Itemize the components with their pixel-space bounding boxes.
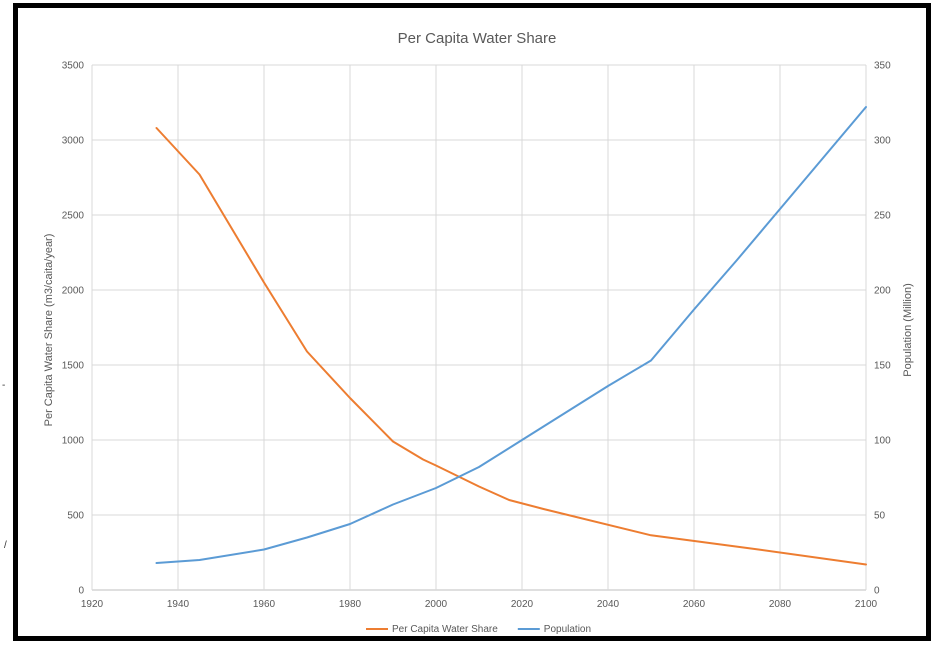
x-tick-label: 2080 (769, 599, 792, 610)
legend: Per Capita Water Share Population (366, 624, 591, 635)
series-lines (155, 106, 867, 566)
y-tick-label: 500 (67, 511, 84, 522)
chart-frame: Per Capita Water Share 0 500 1000 1500 2000 2… (13, 3, 931, 641)
y-tick-label: 3500 (62, 61, 85, 72)
y-tick-label: 0 (78, 586, 84, 597)
gridlines (91, 64, 867, 591)
y-axis-title: Per Capita Water Share (m3/caita/year) (43, 234, 55, 427)
y2-tick-label: 350 (874, 61, 891, 72)
y2-tick-label: 100 (874, 436, 891, 447)
y2-tick-label: 300 (874, 136, 891, 147)
x-tick-label: 1980 (339, 599, 362, 610)
y-tick-label: 1500 (62, 361, 85, 372)
x-tick-label: 1940 (167, 599, 190, 610)
y-tick-label: 2000 (62, 286, 85, 297)
x-tick-label: 2040 (597, 599, 620, 610)
side-mark-2: / (4, 540, 7, 551)
series-line-population (155, 106, 867, 564)
y-tick-label: 3000 (62, 136, 85, 147)
y2-tick-label: 0 (874, 586, 880, 597)
x-tick-label: 1920 (81, 599, 104, 610)
y2-tick-label: 150 (874, 361, 891, 372)
series-line-per-capita-water-share (155, 127, 867, 566)
x-tick-label: 2100 (855, 599, 878, 610)
y2-tick-label: 50 (874, 511, 886, 522)
y-tick-label: 2500 (62, 211, 85, 222)
y-tick-label: 1000 (62, 436, 85, 447)
x-tick-label: 2060 (683, 599, 706, 610)
side-mark-1: - (2, 380, 6, 391)
chart-area: Per Capita Water Share 05001000150020002… (43, 30, 914, 635)
y2-axis-title: Population (Million) (902, 283, 914, 377)
y2-tick-label: 200 (874, 286, 891, 297)
x-tick-label: 2020 (511, 599, 534, 610)
legend-label-per-capita-water-share: Per Capita Water Share (392, 624, 498, 635)
legend-label-population: Population (544, 624, 591, 635)
axes: 0 500 1000 1500 2000 2500 3000 3500 0 50 100 150 200… (62, 61, 891, 611)
x-tick-label: 2000 (425, 599, 448, 610)
y2-tick-label: 250 (874, 211, 891, 222)
chart-title: Per Capita Water Share (398, 30, 557, 47)
x-tick-label: 1960 (253, 599, 276, 610)
